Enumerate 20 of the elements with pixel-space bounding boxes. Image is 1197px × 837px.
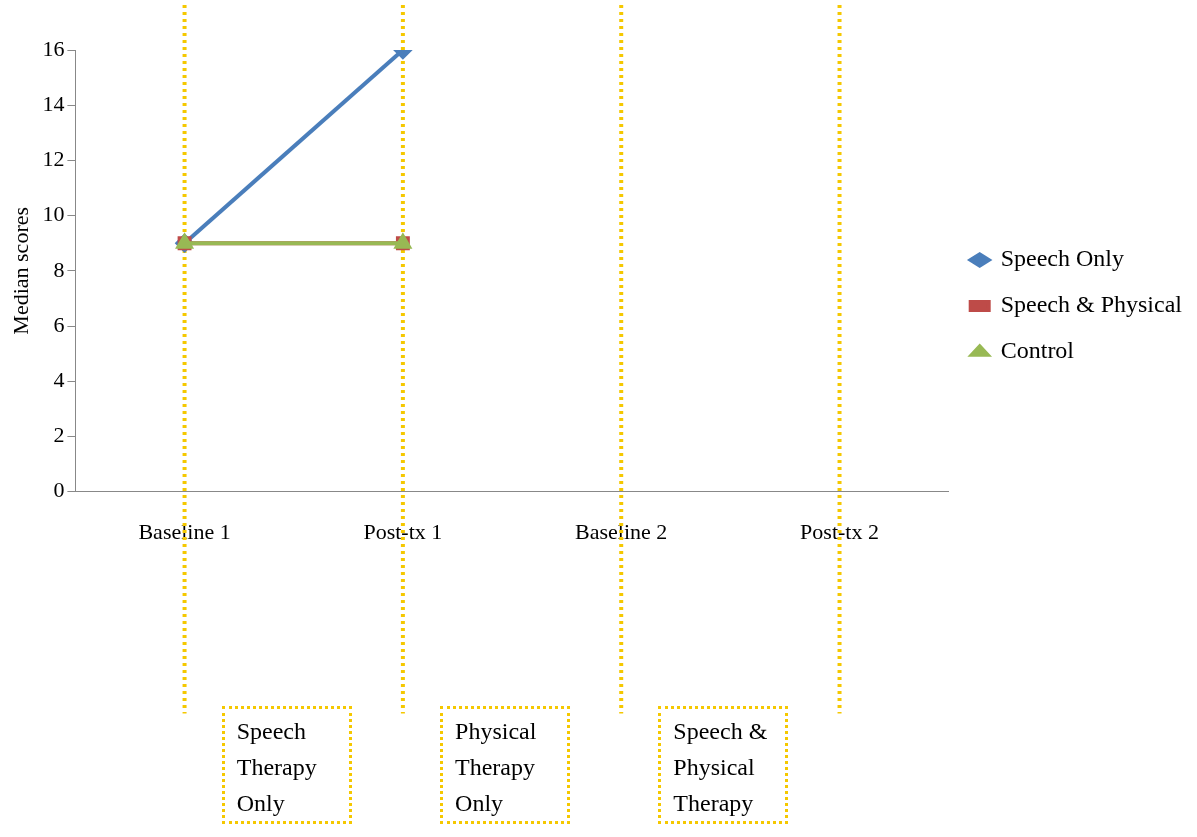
x-tick-label: Post-tx 1 xyxy=(363,518,443,544)
x-tick-label: Post-tx 2 xyxy=(800,518,879,544)
y-tick-label: 16 xyxy=(42,35,65,61)
y-tick-label: 12 xyxy=(42,146,65,172)
dotted-frame: Physical Therapy Only xyxy=(440,706,571,824)
legend-label: Speech & Physical xyxy=(1000,291,1183,318)
y-tick-label: 4 xyxy=(53,366,65,392)
y-tick-label: 8 xyxy=(53,256,65,282)
y-tick-label: 0 xyxy=(53,477,65,503)
y-tick-label: 10 xyxy=(42,201,65,227)
x-tick-label: Baseline 2 xyxy=(575,518,668,544)
dotted-frame: Speech Therapy Only xyxy=(221,706,352,824)
y-tick-label: 6 xyxy=(53,311,65,337)
legend-label: Speech Only xyxy=(1000,245,1125,272)
x-tick-label: Baseline 1 xyxy=(138,518,231,544)
legend-label: Control xyxy=(1000,337,1075,364)
y-tick-label: 14 xyxy=(42,90,65,116)
dotted-frame: Speech & Physical Therapy xyxy=(658,706,789,824)
y-axis-title: Median scores xyxy=(7,206,33,335)
y-tick-label: 2 xyxy=(53,422,65,448)
